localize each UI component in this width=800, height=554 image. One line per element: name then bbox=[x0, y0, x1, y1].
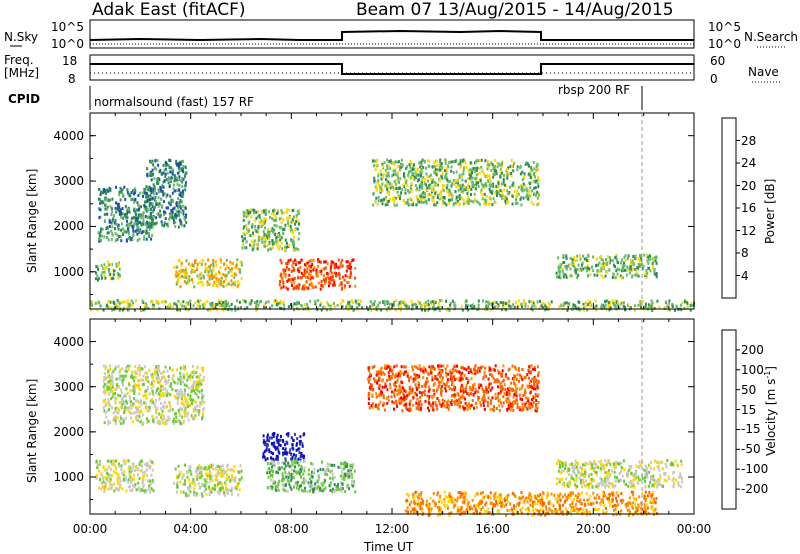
velocity-panel bbox=[89, 318, 695, 517]
power-colorbar-label: Power [dB] bbox=[763, 178, 777, 244]
scatter-region bbox=[278, 258, 357, 291]
colorbar-tick-label: 20 bbox=[741, 178, 757, 193]
freq-label: Freq. bbox=[4, 53, 34, 67]
freq-tick-top: 18 bbox=[62, 54, 78, 68]
scatter-region bbox=[95, 260, 121, 282]
scatter-region bbox=[241, 208, 301, 253]
colorbar-tick-label: 50 bbox=[741, 382, 757, 397]
velocity-colorbar bbox=[721, 329, 740, 510]
colorbar-tick-label: -200 bbox=[741, 482, 769, 497]
y-tick-label: 1000 bbox=[53, 469, 84, 484]
freq-trace bbox=[90, 63, 694, 75]
nsky-trace bbox=[89, 29, 694, 42]
velocity-colorbar-label: Velocity [m s-1] bbox=[763, 366, 778, 456]
x-tick-label: 00:00 bbox=[676, 522, 712, 536]
y-tick-label: 2000 bbox=[53, 219, 84, 234]
nave-tick-top: 60 bbox=[710, 54, 726, 68]
velocity-ylabel: Slant Range [km] bbox=[25, 378, 39, 483]
colorbar-tick-label: 16 bbox=[741, 201, 757, 215]
cpid-panel bbox=[89, 86, 643, 110]
scatter-region bbox=[145, 158, 188, 229]
colorbar-tick-label: 15 bbox=[741, 402, 757, 417]
nave-tick-bottom: 0 bbox=[710, 72, 718, 86]
y-tick-label: 4000 bbox=[53, 334, 84, 349]
x-tick-label: 20:00 bbox=[576, 522, 611, 536]
colorbar-tick-label: -50 bbox=[741, 442, 761, 457]
colorbar-tick-label: 24 bbox=[741, 156, 757, 170]
scatter-region bbox=[173, 463, 243, 498]
cpid-label: CPID bbox=[8, 92, 41, 106]
nsky-panel bbox=[10, 19, 785, 49]
colorbar-tick-label: 12 bbox=[741, 223, 757, 238]
nave-label: Nave bbox=[748, 65, 779, 79]
x-tick-label: 16:00 bbox=[475, 522, 510, 536]
nsearch-tick-top: 10^5 bbox=[708, 20, 741, 34]
x-tick-label: 04:00 bbox=[173, 522, 208, 536]
colorbar-tick-label: 8 bbox=[741, 246, 749, 260]
scatter-region bbox=[266, 459, 357, 494]
colorbar-tick-label: 4 bbox=[741, 268, 749, 283]
scatter-region bbox=[404, 490, 658, 517]
scatter-region bbox=[555, 459, 683, 489]
freq-tick-bottom: 8 bbox=[68, 72, 76, 86]
station-title: Adak East (fitACF) bbox=[92, 0, 246, 20]
nsearch-tick-bottom: 10^0 bbox=[708, 37, 741, 51]
scatter-region bbox=[90, 299, 696, 312]
y-tick-label: 1000 bbox=[53, 264, 84, 279]
power-panel bbox=[89, 112, 696, 312]
x-tick-label: 08:00 bbox=[274, 522, 309, 536]
x-axis-label: Time UT bbox=[364, 540, 414, 554]
scatter-region bbox=[173, 258, 243, 289]
freq-panel bbox=[89, 54, 780, 83]
scatter-region bbox=[102, 364, 206, 426]
scatter-region bbox=[555, 253, 658, 280]
cpid-program-left: normalsound (fast) 157 RF bbox=[94, 95, 254, 109]
y-tick-label: 3000 bbox=[53, 379, 84, 394]
colorbar-tick-label: 200 bbox=[741, 342, 764, 357]
colorbar-tick-label: 28 bbox=[741, 133, 757, 148]
nsky-label: N.Sky bbox=[4, 30, 39, 44]
scatter-region bbox=[371, 158, 540, 207]
nsearch-label: N.Search bbox=[744, 30, 799, 44]
cpid-program-right: rbsp 200 RF bbox=[558, 83, 631, 97]
scatter-region bbox=[95, 459, 155, 494]
nsky-tick-bottom: 10^0 bbox=[51, 37, 84, 51]
x-tick-label: 00:00 bbox=[72, 522, 108, 536]
power-ylabel: Slant Range [km] bbox=[25, 168, 39, 273]
x-tick-label: 12:00 bbox=[374, 522, 410, 536]
y-tick-label: 2000 bbox=[53, 424, 84, 439]
y-tick-label: 3000 bbox=[53, 174, 84, 189]
colorbar-tick-label: -15 bbox=[741, 422, 761, 437]
beam-date-title: Beam 07 13/Aug/2015 - 14/Aug/2015 bbox=[356, 0, 674, 20]
power-colorbar bbox=[721, 117, 740, 299]
y-tick-label: 4000 bbox=[53, 128, 84, 143]
scatter-region bbox=[262, 432, 306, 462]
scatter-region bbox=[366, 364, 540, 413]
colorbar-tick-label: -100 bbox=[741, 462, 769, 477]
freq-unit-label: [MHz] bbox=[4, 66, 40, 80]
nsky-tick-top: 10^5 bbox=[51, 20, 84, 34]
colorbar-tick-label: 100 bbox=[741, 362, 764, 377]
